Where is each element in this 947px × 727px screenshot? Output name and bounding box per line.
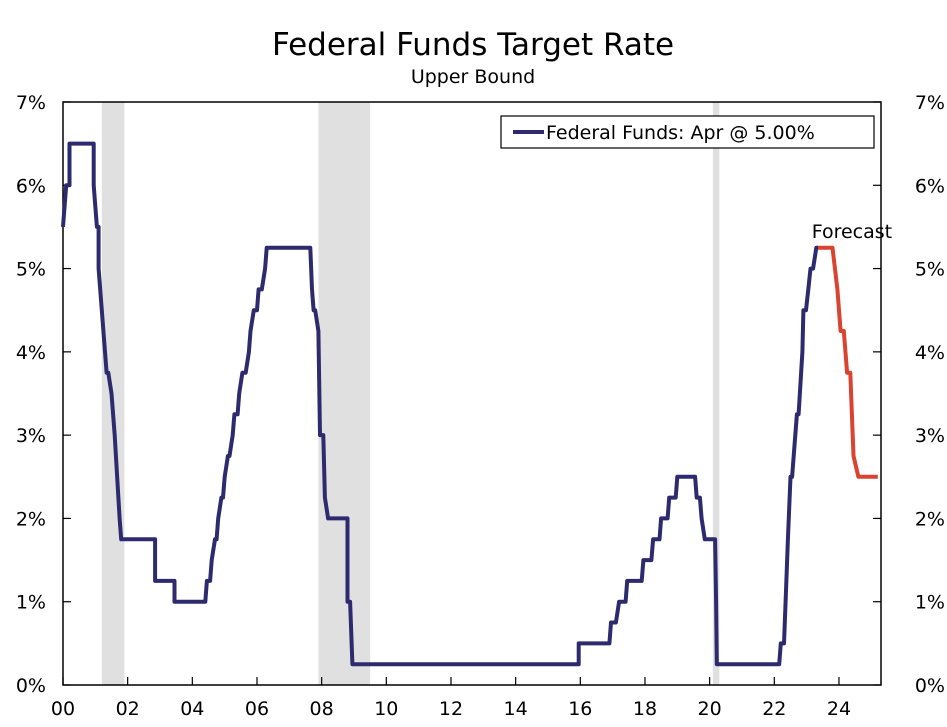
y-tick-label-left: 5% bbox=[16, 259, 46, 281]
recession-band-2 bbox=[712, 102, 720, 685]
y-tick-label-right: 7% bbox=[915, 92, 945, 114]
x-tick-label: 06 bbox=[245, 698, 269, 720]
x-tick-label: 08 bbox=[310, 698, 334, 720]
actual-rate-line bbox=[61, 141, 819, 667]
chart-title: Federal Funds Target Rate bbox=[272, 27, 674, 63]
plot-frame bbox=[62, 101, 882, 686]
legend-box bbox=[500, 115, 875, 149]
x-tick-label: 16 bbox=[568, 698, 592, 720]
chart-subtitle: Upper Bound bbox=[411, 66, 535, 88]
x-tick-label: 02 bbox=[116, 698, 140, 720]
x-tick-label: 22 bbox=[762, 698, 786, 720]
y-tick-label-left: 3% bbox=[16, 425, 46, 447]
x-tick-label: 24 bbox=[827, 698, 851, 720]
y-tick-label-left: 7% bbox=[16, 92, 46, 114]
x-tick-label: 20 bbox=[698, 698, 722, 720]
series-lines bbox=[61, 141, 878, 667]
tick-labels: 00 02 04 06 08 10 12 14 16 18 20 22 24 0% 0% 1% 1% 2% 2% 3%… bbox=[16, 92, 945, 720]
y-tick-label-left: 6% bbox=[16, 175, 46, 197]
forecast-rate-line bbox=[818, 245, 878, 479]
y-tick-label-right: 4% bbox=[915, 342, 945, 364]
x-tick-label: 10 bbox=[374, 698, 398, 720]
y-tick-label-left: 4% bbox=[16, 342, 46, 364]
legend-label: Federal Funds: Apr @ 5.00% bbox=[546, 122, 815, 144]
recession-shading bbox=[101, 102, 720, 685]
x-tick-label: 12 bbox=[439, 698, 463, 720]
forecast-annotation: Forecast bbox=[812, 221, 892, 243]
y-tick-label-left: 1% bbox=[16, 592, 46, 614]
x-tick-label: 18 bbox=[633, 698, 657, 720]
recession-band-1 bbox=[318, 102, 371, 685]
y-tick-label-right: 3% bbox=[915, 425, 945, 447]
y-tick-label-right: 5% bbox=[915, 259, 945, 281]
legend: Federal Funds: Apr @ 5.00% bbox=[500, 115, 875, 149]
x-tick-label: 14 bbox=[504, 698, 528, 720]
y-tick-label-right: 2% bbox=[915, 508, 945, 530]
x-tick-label: 04 bbox=[180, 698, 204, 720]
y-tick-label-right: 6% bbox=[915, 175, 945, 197]
axis-ticks bbox=[62, 101, 881, 686]
x-tick-label: 00 bbox=[51, 698, 75, 720]
y-tick-label-right: 0% bbox=[915, 675, 945, 697]
y-tick-label-left: 0% bbox=[16, 675, 46, 697]
y-tick-label-right: 1% bbox=[915, 592, 945, 614]
y-tick-label-left: 2% bbox=[16, 508, 46, 530]
